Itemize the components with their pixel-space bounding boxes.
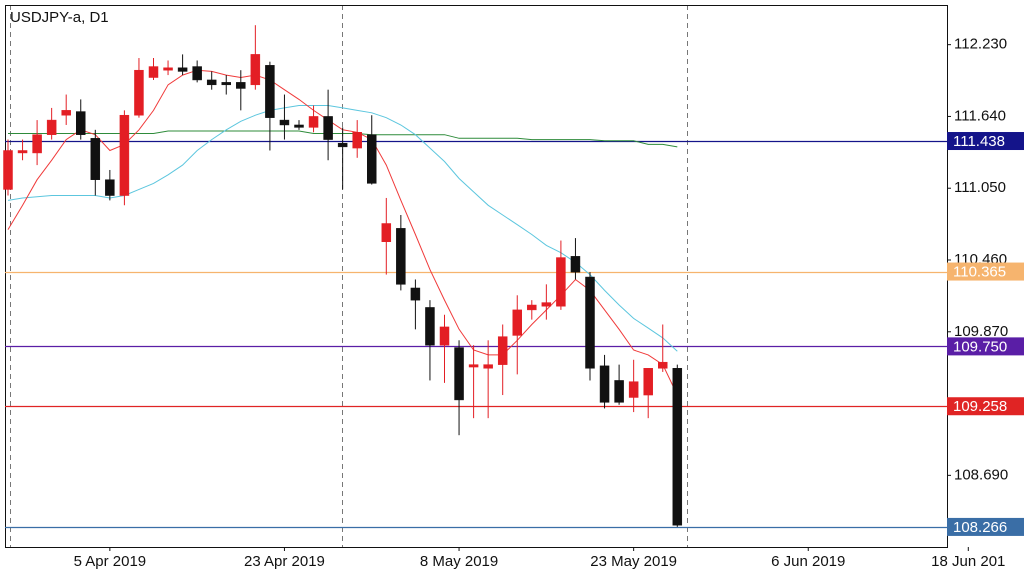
candle-body: [497, 336, 508, 365]
candle-body: [236, 82, 246, 89]
level-label-box: [947, 262, 1024, 281]
candle-body: [439, 326, 450, 346]
candle-body: [250, 54, 261, 86]
candle-body: [381, 223, 392, 243]
period-separators: [10, 5, 688, 547]
y-tick-label: 111.640: [954, 107, 1006, 124]
candle-body: [61, 110, 71, 116]
level-label-box: [947, 337, 1024, 356]
candle-body: [90, 138, 101, 180]
candle-body: [468, 364, 479, 368]
y-tick-label: 111.050: [954, 179, 1006, 196]
y-tick-label: 109.870: [954, 323, 1008, 340]
candle-body: [658, 361, 668, 369]
level-label: 109.750: [953, 338, 1007, 355]
candle-body: [294, 124, 304, 128]
level-label: 109.258: [953, 398, 1007, 415]
candle-body: [134, 69, 144, 116]
chart-title: USDJPY-a, D1: [10, 9, 109, 26]
candle-body: [527, 304, 537, 311]
candle-body: [628, 381, 639, 398]
candle-body: [599, 365, 610, 403]
level-label: 110.365: [953, 264, 1006, 281]
level-label-box: [947, 397, 1024, 416]
candle-body: [512, 309, 522, 336]
candle-body: [643, 368, 653, 396]
candle-body: [177, 67, 188, 72]
candle-body: [17, 150, 28, 154]
candle-body: [672, 368, 683, 526]
level-label: 108.266: [953, 519, 1007, 536]
candle-body: [279, 119, 290, 126]
candle-body: [425, 307, 435, 346]
candle-body: [396, 228, 406, 285]
level-label-box: [947, 517, 1024, 536]
x-tick-label: 18 Jun 201: [931, 553, 1005, 570]
candle-body: [206, 79, 217, 86]
candle-body: [76, 111, 86, 135]
candle-body: [337, 142, 348, 148]
y-tick-label: 112.230: [954, 36, 1007, 53]
candle-body: [308, 116, 319, 128]
indicator-line: [7, 105, 678, 352]
candle-body: [585, 276, 595, 369]
candle-body: [570, 256, 581, 273]
candle-body: [454, 347, 464, 401]
candle-body: [410, 287, 421, 301]
level-label-box: [947, 132, 1024, 151]
candle-body: [367, 134, 377, 184]
x-tick-label: 5 Apr 2019: [74, 553, 147, 570]
plot-area: [3, 25, 947, 529]
candle-body: [163, 67, 173, 71]
candle-body: [541, 302, 552, 307]
y-tick-label: 108.690: [954, 466, 1008, 483]
candle-body: [105, 179, 115, 196]
candle-body: [46, 119, 57, 135]
x-tick-label: 8 May 2019: [420, 553, 498, 570]
x-tick-label: 6 Jun 2019: [771, 553, 845, 570]
candle-body: [3, 150, 13, 190]
level-label: 111.438: [953, 133, 1005, 150]
x-tick-label: 23 Apr 2019: [244, 553, 325, 570]
candle-body: [265, 65, 275, 118]
candle-body: [221, 82, 231, 86]
candle-body: [352, 132, 362, 149]
candle-body: [148, 66, 159, 78]
candle-body: [483, 364, 493, 369]
candle-body: [614, 380, 624, 403]
candle-body: [323, 116, 333, 140]
candle-body: [32, 134, 42, 154]
candle-body: [192, 66, 202, 81]
candle-body: [556, 257, 566, 307]
candle-body: [119, 114, 130, 196]
x-tick-label: 23 May 2019: [590, 553, 677, 570]
